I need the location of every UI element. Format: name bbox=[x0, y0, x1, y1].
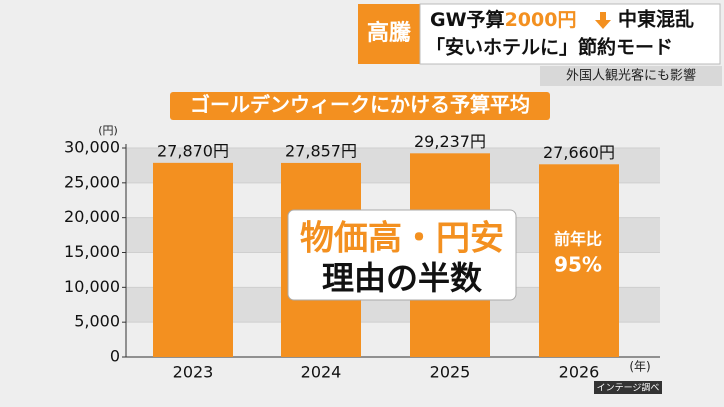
value-label: 29,237円 bbox=[414, 132, 486, 151]
headline-line1-end: 中東混乱 bbox=[618, 8, 694, 31]
x-tick-label: 2024 bbox=[301, 363, 342, 382]
value-label: 27,870円 bbox=[157, 141, 229, 160]
annotation-line: 物価高・円安 bbox=[300, 219, 504, 259]
down-arrow bbox=[595, 12, 611, 29]
x-tick-label: 2025 bbox=[430, 363, 471, 382]
x-tick-label: 2023 bbox=[173, 363, 214, 382]
bar-note: 前年比 bbox=[554, 230, 602, 249]
headline-line2: 「安いホテルに」節約モード bbox=[426, 36, 673, 59]
chart-title: ゴールデンウィークにかける予算平均 bbox=[190, 93, 530, 117]
y-tick-label: 30,000 bbox=[64, 138, 120, 157]
headline-box bbox=[419, 3, 721, 65]
y-tick-label: 15,000 bbox=[64, 242, 120, 261]
annotation-line: 理由の半数 bbox=[322, 259, 483, 297]
headline-part: 2000円 bbox=[505, 9, 577, 31]
bar bbox=[539, 164, 619, 357]
value-label: 27,660円 bbox=[543, 143, 615, 162]
title-bar bbox=[170, 92, 550, 120]
bar-note: 95% bbox=[554, 253, 602, 277]
y-tick-label: 20,000 bbox=[64, 207, 120, 226]
y-tick-label: 0 bbox=[110, 347, 120, 366]
headline-sub: 外国人観光客にも影響 bbox=[566, 68, 696, 84]
source: インテージ調べ bbox=[597, 382, 660, 394]
x-tick-label: 2026 bbox=[559, 363, 600, 382]
annotation-box bbox=[287, 209, 517, 301]
headline-part: GW予算 bbox=[430, 8, 505, 31]
headline-tag-box bbox=[358, 4, 420, 64]
value-label: 27,857円 bbox=[285, 141, 357, 160]
bar bbox=[153, 162, 233, 357]
y-tick-label: 10,000 bbox=[64, 277, 120, 296]
source-box bbox=[594, 381, 662, 394]
headline-tag: 高騰 bbox=[367, 20, 411, 46]
sub-box bbox=[540, 66, 722, 86]
y-tick-label: 25,000 bbox=[64, 172, 120, 191]
y-tick-label: 5,000 bbox=[74, 312, 120, 331]
x-unit: (年) bbox=[629, 360, 650, 374]
headline-line1: GW予算2000円 bbox=[430, 8, 576, 31]
y-unit: (円) bbox=[98, 124, 118, 137]
